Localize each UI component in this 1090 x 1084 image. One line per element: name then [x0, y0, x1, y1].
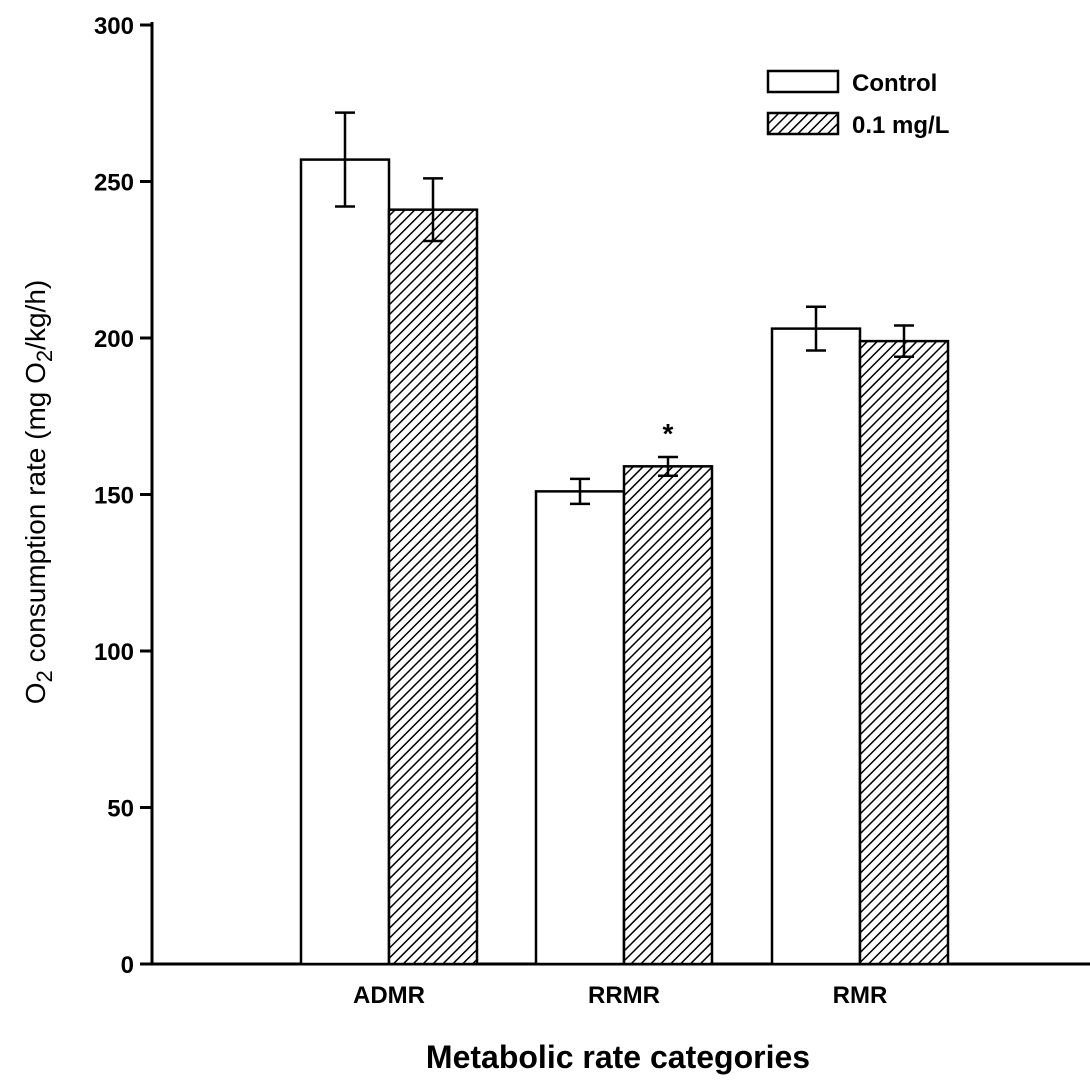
- annotations-group: *: [663, 418, 674, 449]
- legend-label-treatment: 0.1 mg/L: [852, 112, 949, 139]
- bar-rmr-treatment: [858, 339, 950, 966]
- legend: Control 0.1 mg/L: [766, 69, 949, 139]
- y-tick-label: 50: [107, 796, 134, 823]
- y-tick-label: 200: [94, 326, 134, 353]
- category-label: RMR: [833, 982, 888, 1009]
- y-tick-label: 100: [94, 639, 134, 666]
- bar-rmr-control: [770, 327, 862, 966]
- legend-label-control: Control: [852, 70, 937, 97]
- bar-admr-treatment: [387, 208, 479, 966]
- bar-admr-control: [299, 158, 391, 966]
- y-tick-label: 150: [94, 483, 134, 510]
- category-label: ADMR: [353, 982, 425, 1009]
- y-tick-label: 300: [94, 13, 134, 40]
- y-axis-ticks: 0 50 100 150 200 250 300: [94, 13, 152, 979]
- y-axis-title: O2 consumption rate (mg O2/kg/h): [20, 280, 57, 704]
- bars-group: [299, 158, 950, 966]
- legend-swatch-treatment: [766, 111, 840, 136]
- x-axis-title: Metabolic rate categories: [426, 1039, 810, 1075]
- significance-asterisk: *: [663, 418, 674, 449]
- legend-swatch-control: [766, 69, 840, 94]
- category-labels: ADMR RRMR RMR: [353, 982, 887, 1009]
- y-tick-label: 0: [121, 952, 134, 979]
- bar-rrmr-treatment: [622, 465, 714, 966]
- bar-rrmr-control: [534, 490, 626, 966]
- y-tick-label: 250: [94, 170, 134, 197]
- category-label: RRMR: [588, 982, 660, 1009]
- error-bars-group: [335, 111, 914, 506]
